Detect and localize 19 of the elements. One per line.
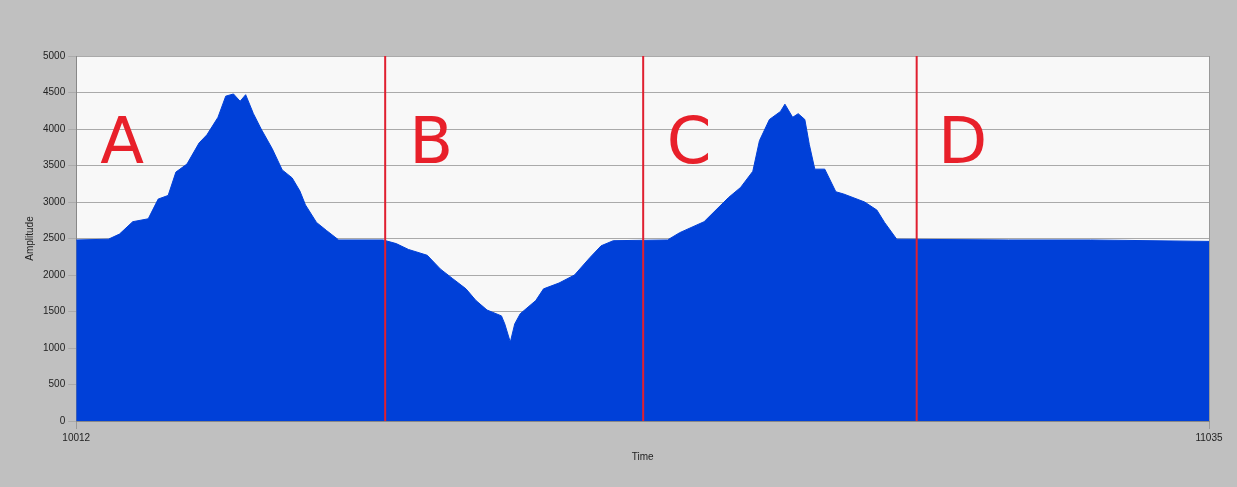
x-tick-label: 11035 <box>1195 431 1223 443</box>
annotation: B <box>409 103 454 178</box>
y-tick-label: 1500 <box>43 305 66 317</box>
y-tick-label: 1000 <box>43 341 66 353</box>
annotation: D <box>938 103 988 178</box>
y-tick-label: 2500 <box>43 232 66 244</box>
y-tick-label: 2000 <box>43 268 66 280</box>
annotation: A <box>100 103 145 178</box>
y-tick-label: 4000 <box>43 122 66 134</box>
y-tick-label: 3500 <box>43 159 66 171</box>
y-tick-label: 500 <box>48 378 66 390</box>
x-axis-title: Time <box>631 450 654 462</box>
annotation: C <box>666 103 712 178</box>
y-tick-label: 5000 <box>43 49 66 61</box>
y-tick-label: 3000 <box>43 195 66 207</box>
y-tick-label: 0 <box>59 414 66 426</box>
y-axis-title: Amplitude <box>23 215 35 261</box>
x-tick-label: 10012 <box>62 431 91 443</box>
y-tick-label: 4500 <box>43 86 66 98</box>
